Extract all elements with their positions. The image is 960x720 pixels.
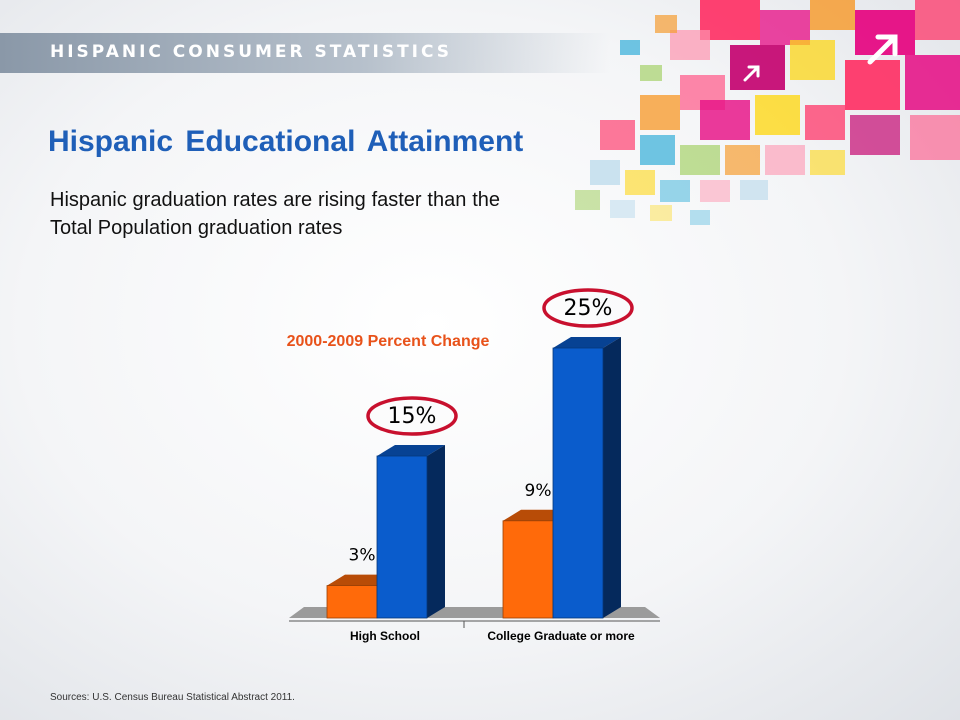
bar-side [427, 445, 445, 618]
highlight-circle [366, 396, 458, 436]
page-title: Hispanic Educational Attainment [48, 125, 524, 158]
bar [326, 585, 378, 619]
bar-side [603, 337, 621, 618]
x-tick-label: College Graduate or more [487, 629, 635, 643]
bar [552, 347, 604, 619]
bar [502, 520, 554, 619]
page-subtitle: Hispanic graduation rates are rising fas… [50, 189, 500, 239]
data-label: 9% [525, 481, 552, 501]
data-label: 3% [349, 546, 376, 566]
sources-note: Sources: U.S. Census Bureau Statistical … [50, 692, 295, 703]
section-label: HISPANIC CONSUMER STATISTICS [50, 42, 453, 62]
arrow-up-right-icon [867, 34, 898, 65]
header-bar [0, 33, 610, 73]
bar-top [377, 445, 445, 456]
bar-top [553, 337, 621, 348]
arrow-up-right-icon [743, 65, 760, 82]
bar [376, 455, 428, 619]
data-label: 25% [564, 296, 613, 321]
highlight-circle [542, 288, 634, 328]
x-tick-label: High School [350, 629, 420, 643]
chart-title: 2000-2009 Percent Change [287, 333, 490, 350]
data-label: 15% [388, 404, 437, 429]
